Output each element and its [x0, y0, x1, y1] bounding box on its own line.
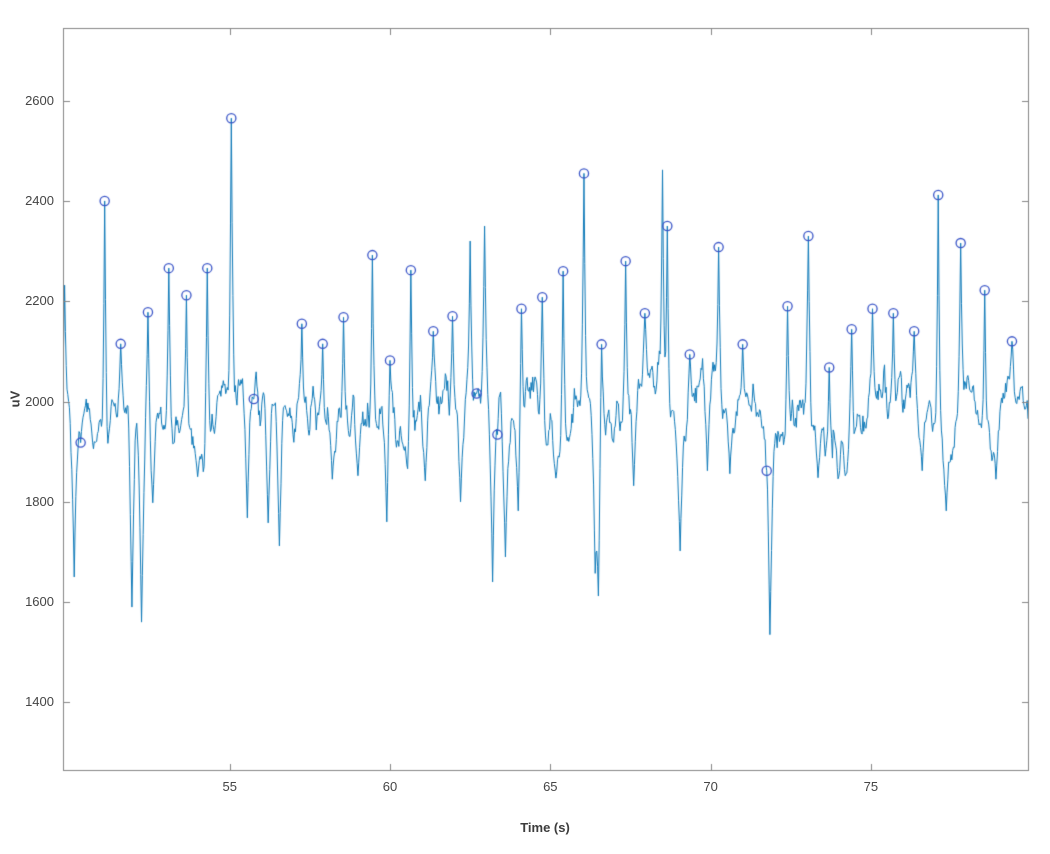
y-tick-label: 1800	[25, 493, 54, 509]
y-tick-label: 2600	[25, 92, 54, 108]
y-tick-label: 2000	[25, 393, 54, 409]
y-tick-label: 2400	[25, 192, 54, 208]
x-tick-label: 75	[863, 779, 879, 794]
x-tick-label: 65	[543, 779, 558, 794]
y-axis-label: uV	[7, 390, 23, 408]
y-tick-label: 2200	[25, 293, 54, 309]
x-axis-label: Time (s)	[520, 820, 570, 835]
x-tick-label: 70	[703, 779, 718, 794]
x-tick-label: 60	[382, 779, 398, 794]
x-tick-label: 55	[222, 779, 237, 794]
y-tick-label: 1600	[25, 594, 54, 610]
y-tick-label: 1400	[25, 694, 54, 710]
